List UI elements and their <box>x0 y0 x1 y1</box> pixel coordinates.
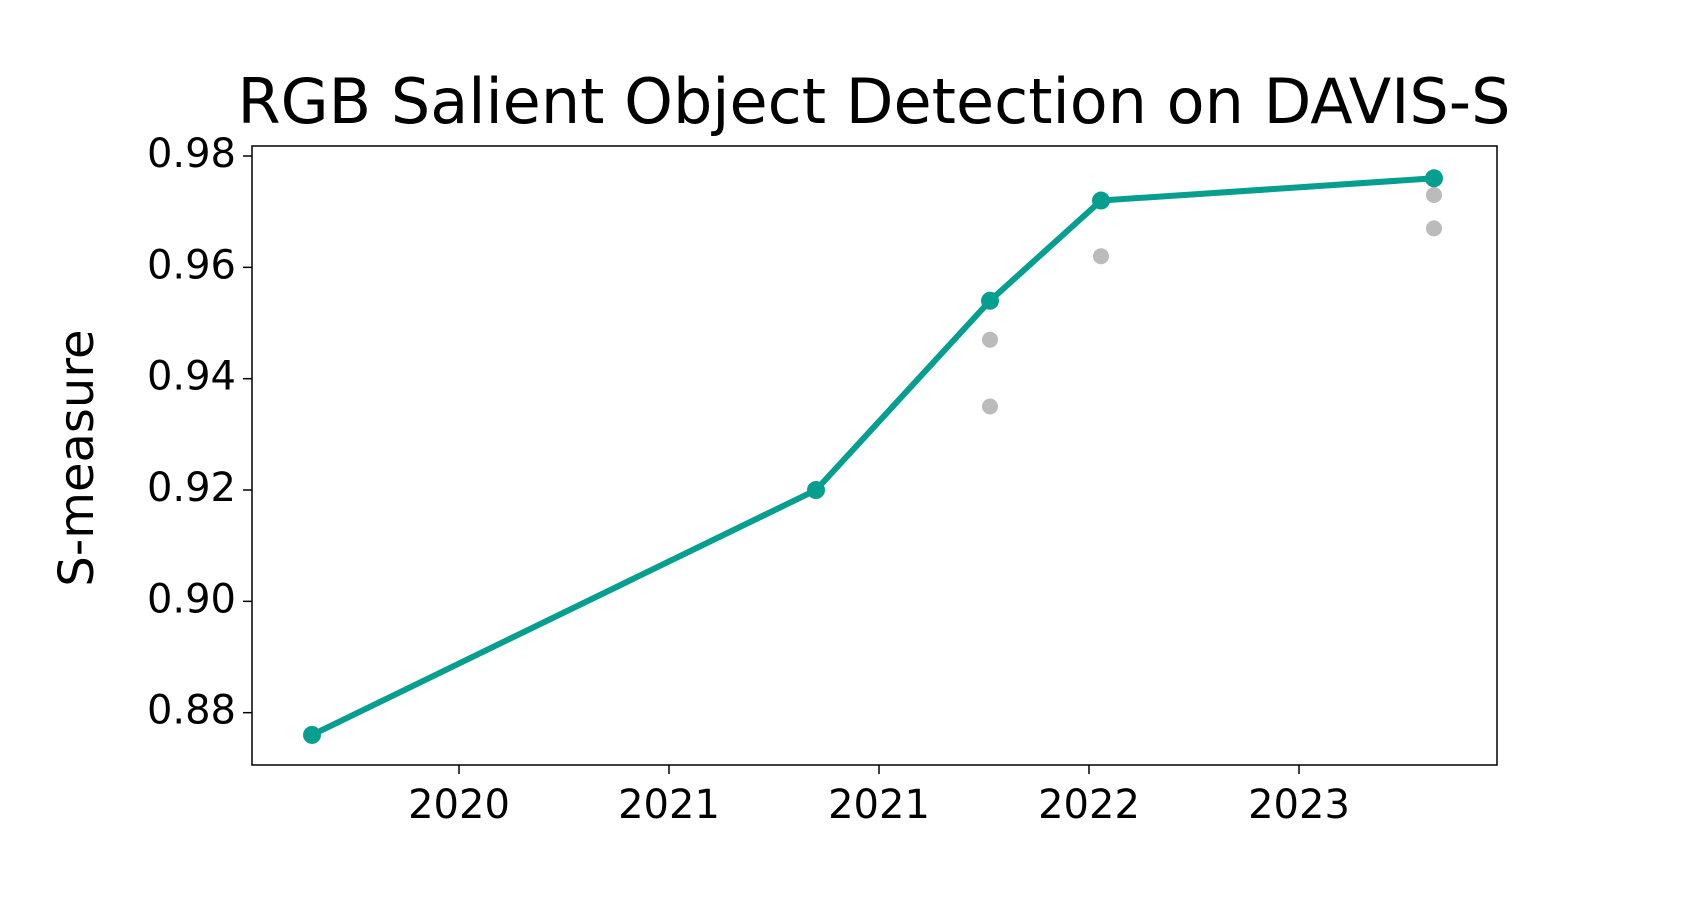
y-tick-label: 0.88 <box>147 688 236 734</box>
line-point <box>981 291 999 310</box>
scatter-point <box>1093 248 1109 265</box>
x-tick-label: 2023 <box>1248 782 1350 828</box>
y-axis-label: S-measure <box>49 329 105 586</box>
x-tick-label: 2021 <box>618 782 720 828</box>
line-point <box>303 725 321 744</box>
scatter-point <box>982 331 998 348</box>
plot-frame <box>251 145 1498 766</box>
y-tick-label: 0.92 <box>147 465 236 511</box>
line-point <box>807 481 825 500</box>
series-line <box>310 175 1435 738</box>
y-tick-label: 0.90 <box>147 576 236 622</box>
y-tick-label: 0.96 <box>147 242 236 288</box>
scatter-point <box>1426 186 1442 203</box>
scatter-point <box>982 398 998 415</box>
chart-title: RGB Salient Object Detection on DAVIS-S <box>238 65 1511 138</box>
y-tick-label: 0.94 <box>147 354 236 400</box>
line-point <box>1092 191 1110 210</box>
x-tick-label: 2021 <box>828 782 930 828</box>
line-point <box>1425 169 1443 188</box>
x-tick-label: 2022 <box>1038 782 1140 828</box>
x-tick-label: 2020 <box>408 782 510 828</box>
y-tick-label: 0.98 <box>147 131 236 177</box>
scatter-point <box>1426 220 1442 237</box>
